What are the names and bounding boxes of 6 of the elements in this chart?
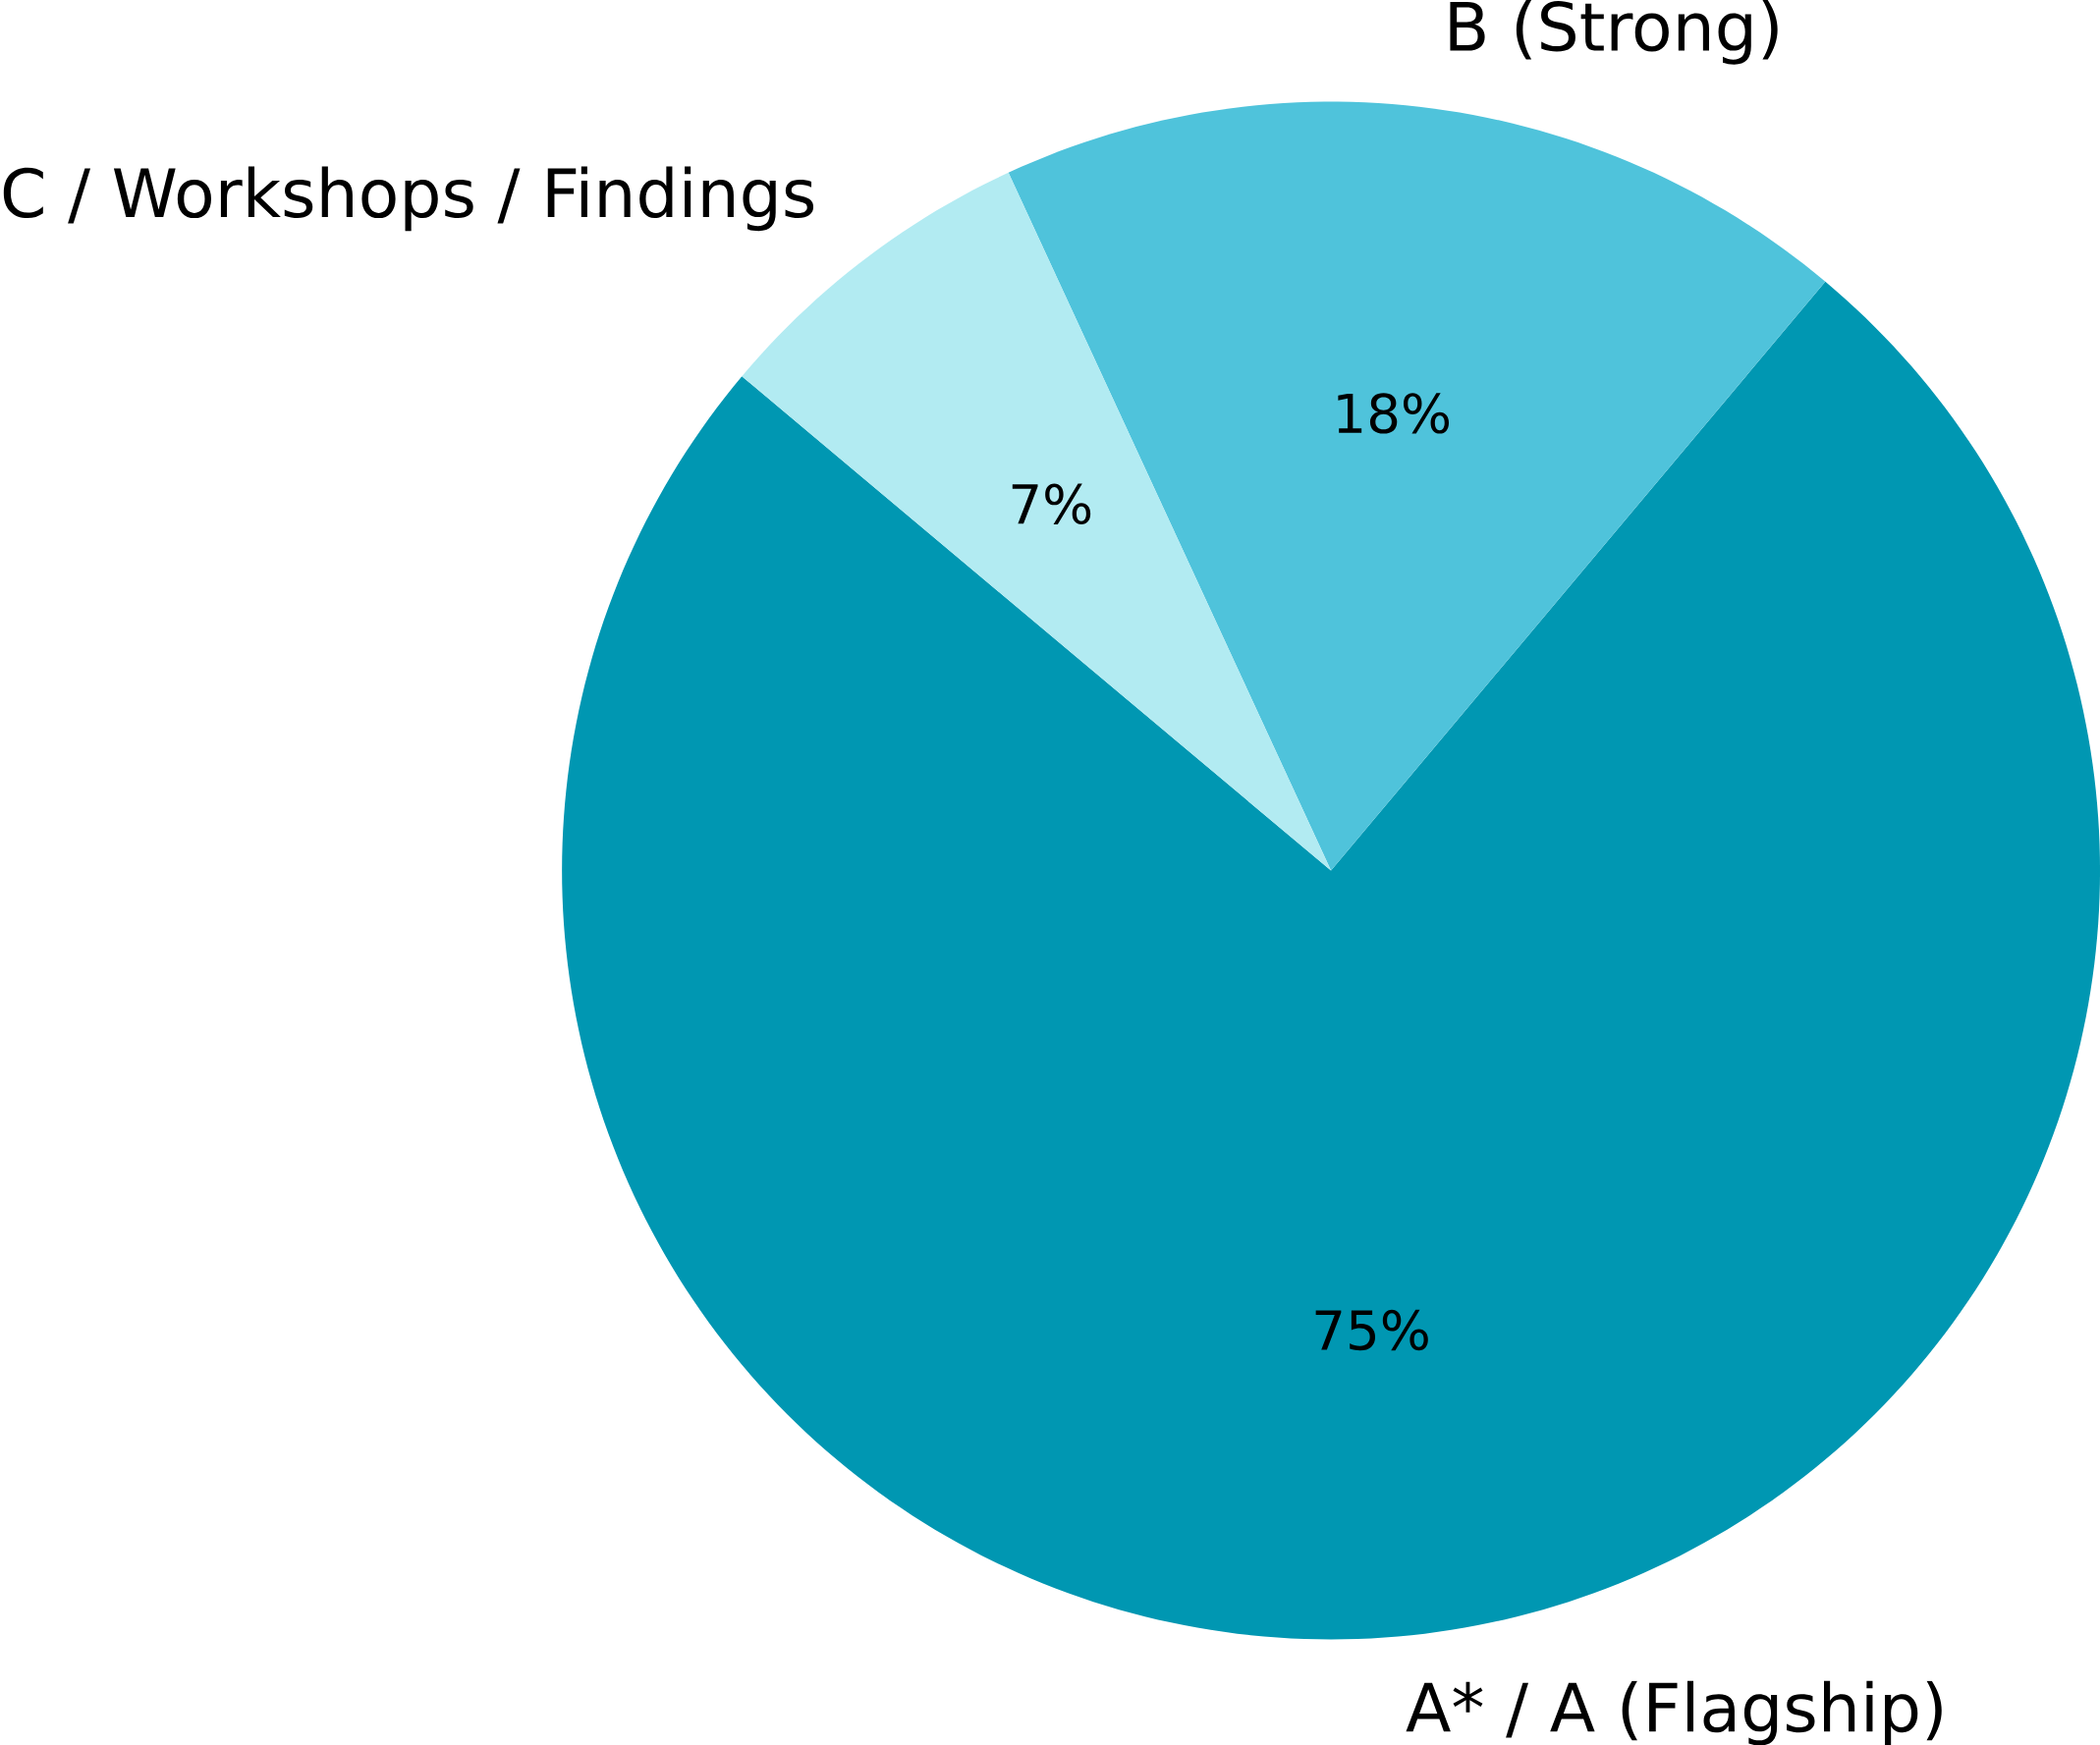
data-label: 7%: [1012, 483, 1091, 524]
slice-label: B (Strong): [1450, 0, 1778, 65]
data-label: 75%: [1315, 1309, 1428, 1351]
slice-label: A* / A (Flagship): [1406, 1680, 1942, 1745]
slice-label: C / Workshops / Findings: [3, 166, 814, 232]
data-label: 18%: [1338, 392, 1450, 434]
